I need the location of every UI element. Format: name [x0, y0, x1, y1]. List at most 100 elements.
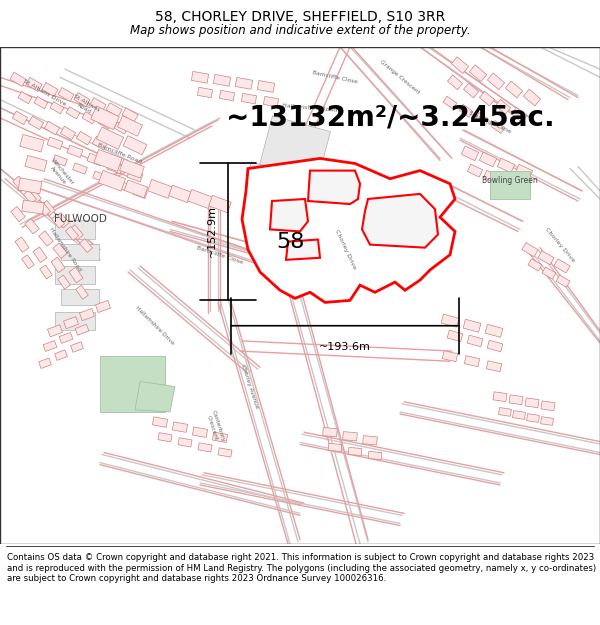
- Polygon shape: [98, 171, 125, 191]
- Text: ~193.6m: ~193.6m: [319, 342, 371, 352]
- Text: Map shows position and indicative extent of the property.: Map shows position and indicative extent…: [130, 24, 470, 36]
- Polygon shape: [475, 112, 489, 125]
- Polygon shape: [487, 73, 505, 90]
- Polygon shape: [556, 275, 570, 288]
- Polygon shape: [92, 136, 107, 150]
- Polygon shape: [58, 275, 70, 289]
- Polygon shape: [94, 149, 122, 171]
- Polygon shape: [98, 117, 112, 129]
- Polygon shape: [463, 319, 481, 332]
- Polygon shape: [541, 401, 555, 411]
- Polygon shape: [66, 107, 80, 119]
- Polygon shape: [362, 194, 438, 248]
- Polygon shape: [541, 417, 553, 426]
- Polygon shape: [55, 266, 95, 284]
- Polygon shape: [527, 414, 539, 422]
- Polygon shape: [25, 219, 39, 234]
- Polygon shape: [90, 98, 106, 112]
- Polygon shape: [245, 162, 285, 196]
- Polygon shape: [512, 411, 526, 419]
- Polygon shape: [100, 356, 165, 412]
- Polygon shape: [499, 176, 515, 189]
- Text: ~13132m²/~3.245ac.: ~13132m²/~3.245ac.: [226, 104, 554, 132]
- Text: St Albans
Road: St Albans Road: [70, 94, 100, 118]
- Polygon shape: [25, 156, 47, 171]
- Text: 58, CHORLEY DRIVE, SHEFFIELD, S10 3RR: 58, CHORLEY DRIVE, SHEFFIELD, S10 3RR: [155, 10, 445, 24]
- Text: Barncliffe Close: Barncliffe Close: [312, 70, 358, 84]
- Polygon shape: [61, 244, 99, 260]
- Polygon shape: [28, 116, 44, 130]
- Polygon shape: [158, 432, 172, 442]
- Polygon shape: [490, 171, 530, 199]
- Polygon shape: [27, 188, 41, 204]
- Polygon shape: [479, 152, 497, 167]
- Polygon shape: [169, 185, 191, 202]
- Polygon shape: [242, 158, 455, 302]
- Polygon shape: [65, 226, 79, 241]
- Polygon shape: [106, 102, 122, 117]
- Text: Slavleigh Lane: Slavleigh Lane: [468, 111, 512, 135]
- Polygon shape: [42, 82, 58, 96]
- Polygon shape: [80, 309, 94, 321]
- Polygon shape: [499, 408, 511, 416]
- Polygon shape: [493, 392, 507, 402]
- Polygon shape: [73, 163, 88, 174]
- Polygon shape: [50, 102, 64, 114]
- Text: Chorley Drive: Chorley Drive: [334, 229, 356, 270]
- Text: Grange Crescent: Grange Crescent: [379, 59, 421, 95]
- Polygon shape: [92, 171, 107, 182]
- Polygon shape: [464, 356, 479, 367]
- Text: Bowling Green: Bowling Green: [482, 176, 538, 185]
- Polygon shape: [123, 136, 147, 155]
- Polygon shape: [22, 200, 44, 214]
- Text: FULWOOD: FULWOOD: [53, 214, 106, 224]
- Polygon shape: [76, 285, 88, 299]
- Text: 58: 58: [276, 232, 304, 252]
- Polygon shape: [34, 96, 48, 109]
- Polygon shape: [152, 417, 167, 428]
- Polygon shape: [525, 398, 539, 408]
- Polygon shape: [188, 189, 212, 209]
- Polygon shape: [118, 116, 143, 136]
- Polygon shape: [214, 74, 230, 86]
- Polygon shape: [522, 242, 538, 257]
- Polygon shape: [59, 332, 73, 343]
- Polygon shape: [13, 176, 27, 191]
- Polygon shape: [515, 182, 530, 195]
- Polygon shape: [95, 301, 110, 312]
- Polygon shape: [479, 91, 494, 106]
- Polygon shape: [148, 179, 172, 198]
- Text: St Albans Drive: St Albans Drive: [23, 78, 67, 107]
- Text: Hallamshire Road: Hallamshire Road: [48, 227, 82, 272]
- Polygon shape: [497, 158, 515, 173]
- Polygon shape: [270, 199, 308, 231]
- Polygon shape: [485, 324, 503, 338]
- Polygon shape: [10, 72, 26, 86]
- Polygon shape: [241, 93, 257, 104]
- Polygon shape: [79, 239, 92, 252]
- Polygon shape: [114, 122, 128, 134]
- Polygon shape: [71, 342, 83, 352]
- Polygon shape: [515, 164, 533, 179]
- Polygon shape: [538, 251, 554, 265]
- Polygon shape: [443, 96, 457, 109]
- Polygon shape: [97, 127, 124, 149]
- Polygon shape: [235, 78, 253, 89]
- Polygon shape: [348, 448, 362, 456]
- Polygon shape: [91, 106, 119, 129]
- Polygon shape: [469, 65, 487, 82]
- Polygon shape: [442, 351, 458, 362]
- Polygon shape: [463, 83, 479, 98]
- Polygon shape: [61, 289, 99, 306]
- Polygon shape: [22, 255, 34, 269]
- Polygon shape: [487, 361, 502, 372]
- Text: Chorley Drive: Chorley Drive: [544, 226, 576, 262]
- Text: Barncliffe Close: Barncliffe Close: [196, 245, 244, 264]
- Polygon shape: [44, 121, 59, 135]
- Polygon shape: [26, 78, 42, 91]
- Polygon shape: [451, 57, 469, 74]
- Polygon shape: [135, 381, 175, 412]
- Polygon shape: [18, 178, 42, 194]
- Polygon shape: [198, 442, 212, 452]
- Polygon shape: [448, 75, 463, 90]
